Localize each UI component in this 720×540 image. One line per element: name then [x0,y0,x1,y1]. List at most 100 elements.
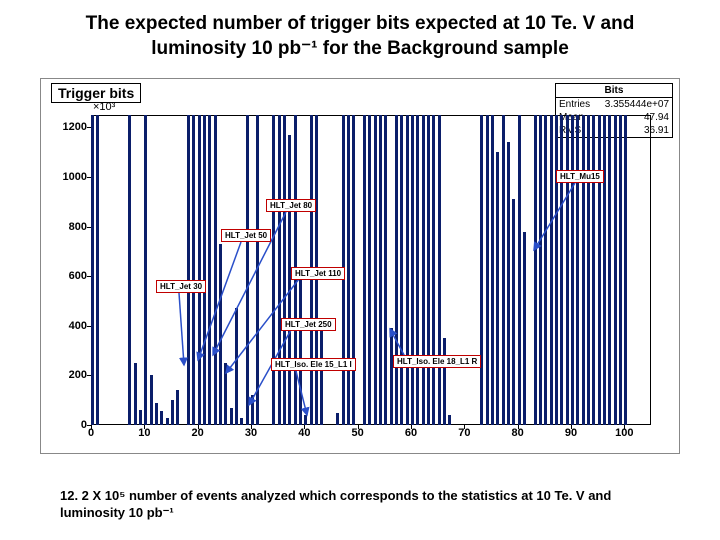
annotation-jet50: HLT_Jet 50 [221,229,271,242]
annotation-jet250: HLT_Jet 250 [281,318,336,331]
histogram-bar [160,411,163,425]
axis-scale-notation: ×10³ [93,101,115,113]
x-axis-label: 80 [512,427,524,439]
histogram-bar [411,115,414,425]
plot-area: 0200400600800100012000102030405060708090… [91,115,651,425]
y-axis-label: 0 [81,419,87,431]
histogram-bar [443,338,446,425]
x-axis-label: 50 [352,427,364,439]
histogram-bar [203,115,206,425]
histogram-bar [571,115,574,425]
title-line-1: The expected number of trigger bits expe… [20,12,700,37]
histogram-bar [390,328,393,425]
histogram-bar [496,152,499,425]
histogram-bar [283,115,286,425]
histogram-bar [347,115,350,425]
histogram-bar [608,115,611,425]
histogram-bar [155,403,158,425]
histogram-bar [566,115,569,425]
histogram-bar [555,115,558,425]
histogram-bar [422,115,425,425]
histogram-bar [208,115,211,425]
histogram-bar [150,375,153,425]
annotation-jet80: HLT_Jet 80 [266,199,316,212]
histogram-bar [230,408,233,425]
x-axis-label: 30 [245,427,257,439]
histogram-bar [219,244,222,425]
histogram-bar [91,115,94,425]
histogram-bar [134,363,137,425]
histogram-bar [198,115,201,425]
annotation-jet30: HLT_Jet 30 [156,280,206,293]
histogram-bar [544,115,547,425]
footnote: 12. 2 X 10⁵ number of events analyzed wh… [60,488,660,522]
histogram-bar [299,276,302,425]
histogram-bar [582,115,585,425]
histogram-bar [416,115,419,425]
histogram-bar [576,115,579,425]
histogram-bar [251,395,254,425]
histogram-bar [587,115,590,425]
histogram-bar [304,415,307,425]
histogram-bar [256,115,259,425]
slide-title: The expected number of trigger bits expe… [0,0,720,69]
histogram-bar [624,115,627,425]
histogram-bar [603,115,606,425]
x-axis-label: 90 [565,427,577,439]
histogram-bar [480,115,483,425]
histogram-bar [384,115,387,425]
histogram-bar [619,115,622,425]
x-axis-label: 0 [88,427,94,439]
annotation-iso15: HLT_Iso. Ele 15_L1 I [271,358,356,371]
y-axis-label: 400 [69,320,87,332]
histogram-bar [192,115,195,425]
annotation-jet110: HLT_Jet 110 [291,267,345,280]
histogram-bar [278,115,281,425]
histogram-bar [550,115,553,425]
histogram-bar [272,115,275,425]
histogram-bar [363,115,366,425]
y-axis-label: 600 [69,270,87,282]
y-axis-label: 800 [69,221,87,233]
annotation-iso18: HLT_Iso. Ele 18_L1 R [393,355,481,368]
histogram-bar [320,323,323,425]
y-axis-label: 200 [69,369,87,381]
stats-entries-value: 3.355444e+07 [605,98,669,111]
x-axis-label: 10 [138,427,150,439]
histogram-bar [486,115,489,425]
histogram-bar [187,115,190,425]
histogram-bar [374,115,377,425]
histogram-bar [224,363,227,425]
histogram-bar [406,115,409,425]
histogram-bar [171,400,174,425]
histogram-bar [427,115,430,425]
y-axis-label: 1200 [63,121,87,133]
histogram-bar [523,232,526,425]
histogram-bar [379,115,382,425]
annotation-mu15: HLT_Mu15 [556,170,604,183]
stats-entries-row: Entries 3.355444e+07 [556,98,672,111]
x-axis-label: 70 [458,427,470,439]
x-axis-label: 100 [615,427,633,439]
histogram-bar [491,115,494,425]
histogram-bar [438,115,441,425]
histogram-bar [240,418,243,425]
histogram-bar [502,115,505,425]
histogram-bar [352,115,355,425]
histogram-bar [144,115,147,425]
histogram-bar [614,115,617,425]
histogram-bar [395,115,398,425]
histogram-bar [336,413,339,425]
histogram-bar [166,418,169,425]
x-axis-label: 20 [192,427,204,439]
histogram-bar [592,115,595,425]
stats-entries-label: Entries [559,98,590,111]
histogram-bar [539,115,542,425]
histogram-bar [235,308,238,425]
y-axis-label: 1000 [63,171,87,183]
chart-title-box: Trigger bits [51,83,141,103]
histogram-bar [246,115,249,425]
chart-container: Trigger bits ×10³ Bits Entries 3.355444e… [40,78,680,454]
stats-title: Bits [556,84,672,98]
histogram-bar [518,115,521,425]
